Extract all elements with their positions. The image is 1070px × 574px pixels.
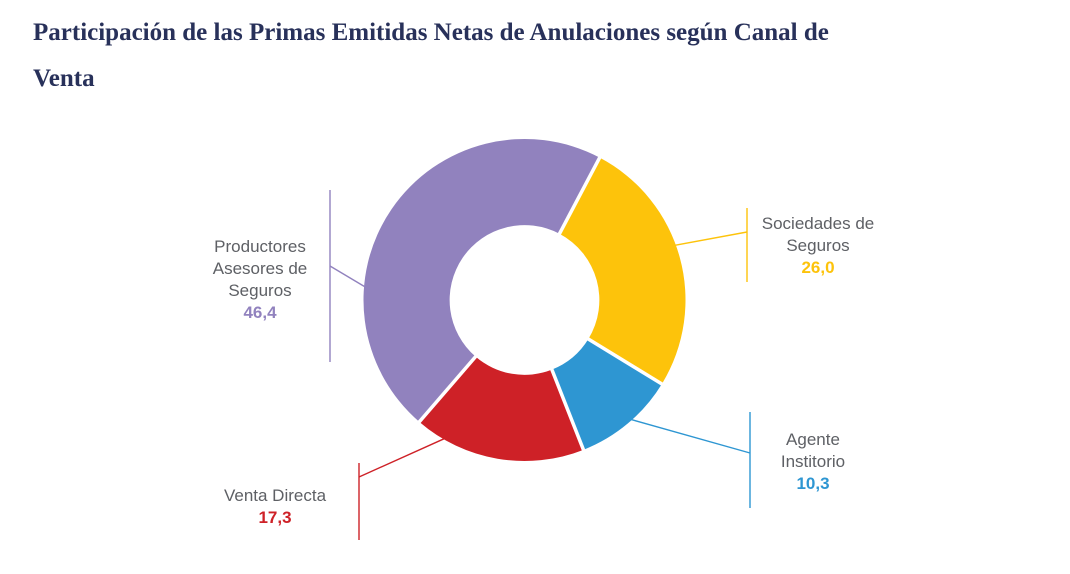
chart-title-line-2: Venta: [33, 65, 95, 92]
callout-productores-value: 46,4: [243, 303, 277, 322]
donut-slice-productores-asesores: [363, 138, 600, 422]
slice-separator: [416, 353, 479, 425]
donut-slice-venta-directa: [419, 356, 584, 461]
callout-venta-label: Venta Directa: [192, 485, 358, 507]
leader-line-venta-directa: [358, 437, 445, 478]
callout-sociedades-label: Sociedades de Seguros: [750, 213, 886, 257]
callout-agente-institorio: Agente Institorio 10,3: [753, 429, 873, 495]
callout-venta-value: 17,3: [258, 508, 292, 527]
callout-sociedades-value: 26,0: [801, 258, 835, 277]
donut-slice-sociedades-seguros: [559, 157, 686, 384]
slice-separator: [556, 155, 603, 238]
callout-sociedades-seguros: Sociedades de Seguros 26,0: [750, 213, 886, 279]
label-line: Sociedades de: [761, 214, 875, 233]
callout-agente-label: Agente Institorio: [753, 429, 873, 473]
label-line: Productores: [214, 237, 306, 256]
leader-line-agente-institorio: [630, 418, 751, 454]
label-line: Seguros: [786, 236, 850, 255]
chart-title: Participación de las Primas Emitidas Net…: [33, 10, 1048, 102]
callout-productores-label: Productores Asesores de Seguros: [193, 236, 327, 302]
leader-line-sociedades-seguros: [674, 231, 748, 246]
label-line: Institorio: [780, 452, 846, 471]
callout-venta-directa: Venta Directa 17,3: [192, 485, 358, 529]
label-line: Asesores de: [212, 259, 308, 278]
callout-productores-asesores: Productores Asesores de Seguros 46,4: [193, 236, 327, 324]
slice-separator: [549, 366, 586, 453]
chart-title-line-1: Participación de las Primas Emitidas Net…: [33, 19, 829, 46]
callout-agente-value: 10,3: [796, 474, 830, 493]
leader-line-productores-asesores: [329, 265, 366, 288]
donut-slice-agente-institorio: [551, 339, 662, 450]
label-line: Agente: [786, 430, 840, 449]
label-line: Seguros: [228, 281, 292, 300]
slice-separator: [584, 335, 665, 387]
label-line: Venta Directa: [223, 486, 327, 505]
